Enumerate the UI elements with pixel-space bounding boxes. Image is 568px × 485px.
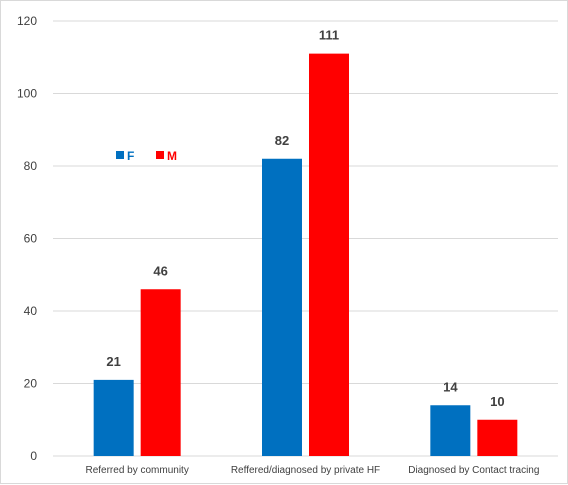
category-label: Reffered/diagnosed by private HF xyxy=(231,465,380,476)
category-label: Referred by community xyxy=(85,465,188,476)
bar-m-1 xyxy=(309,53,349,456)
data-label: 21 xyxy=(106,354,120,369)
bar-f-1 xyxy=(262,158,302,456)
y-tick-label: 40 xyxy=(24,304,38,318)
data-label: 10 xyxy=(490,394,504,409)
y-tick-label: 80 xyxy=(24,159,38,173)
legend-label-m: M xyxy=(167,149,177,163)
y-tick-label: 60 xyxy=(24,232,38,246)
bar-m-2 xyxy=(477,419,518,456)
legend-label-f: F xyxy=(127,149,134,163)
y-axis-ticks: 0 20 40 60 80 100 120 xyxy=(17,14,37,463)
data-labels: 21 46 82 111 14 10 xyxy=(106,28,504,409)
y-tick-label: 0 xyxy=(30,449,37,463)
data-label: 46 xyxy=(153,263,167,278)
gridlines xyxy=(53,20,558,457)
y-tick-label: 120 xyxy=(17,14,37,28)
data-label: 111 xyxy=(319,28,339,43)
y-tick-label: 100 xyxy=(17,87,37,101)
category-label: Diagnosed by Contact tracing xyxy=(408,465,539,476)
y-tick-label: 20 xyxy=(24,377,38,391)
data-label: 82 xyxy=(275,133,289,148)
data-label: 14 xyxy=(443,379,458,394)
bar-f-2 xyxy=(430,405,471,456)
legend-swatch-m xyxy=(156,151,164,159)
bar-f-0 xyxy=(93,379,134,456)
legend-swatch-f xyxy=(116,151,124,159)
bars xyxy=(93,53,518,456)
bar-m-0 xyxy=(140,289,181,456)
category-labels: Referred by community Reffered/diagnosed … xyxy=(85,465,539,476)
